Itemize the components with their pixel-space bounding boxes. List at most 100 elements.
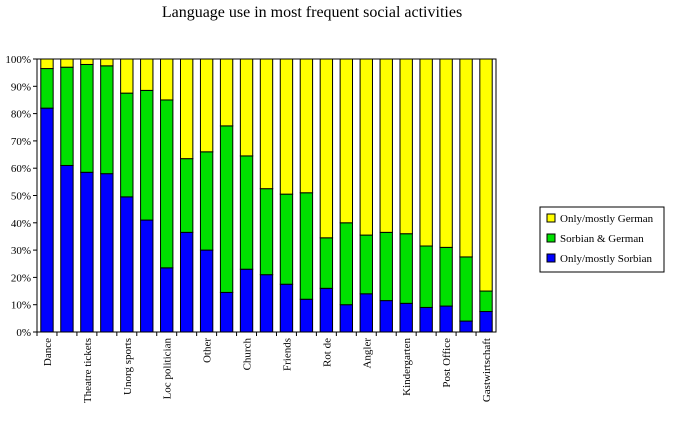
- y-tick-label: 20%: [11, 272, 31, 284]
- y-tick-label: 30%: [11, 245, 31, 257]
- bar-segment: [379, 58, 393, 233]
- bar-segment: [160, 267, 174, 333]
- y-tick-label: 40%: [11, 218, 31, 230]
- bar-segment: [279, 58, 294, 195]
- bar-segment: [239, 155, 254, 270]
- bar-segment: [239, 268, 254, 333]
- bar-segment: [179, 58, 194, 160]
- legend-swatch: [546, 253, 556, 263]
- y-axis: 0% 10% 20% 30% 40% 50% 60% 70% 80% 90% 100%: [5, 54, 37, 339]
- bar-segment: [199, 58, 214, 153]
- bar-segment: [439, 246, 453, 307]
- bar-segment: [379, 300, 393, 333]
- bar-segment: [279, 193, 294, 285]
- bar-segment: [80, 58, 94, 65]
- bar-segment: [479, 290, 493, 313]
- bar-segment: [40, 107, 54, 333]
- bar-segment: [399, 302, 413, 333]
- bar-segment: [120, 58, 134, 94]
- x-tick-label: Rot de: [321, 338, 333, 367]
- bar-segment: [419, 306, 433, 333]
- bar-segment: [40, 58, 54, 70]
- bar-segment: [219, 291, 234, 333]
- bar-segment: [100, 65, 114, 175]
- y-tick-label: 60%: [11, 163, 31, 175]
- legend-label: Only/mostly Sorbian: [560, 253, 652, 265]
- chart-title: Language use in most frequent social act…: [162, 4, 462, 21]
- y-tick-label: 80%: [11, 109, 31, 121]
- x-tick-label: Unorg sports: [122, 338, 134, 395]
- bar-segment: [60, 58, 74, 68]
- bar-segment: [279, 283, 294, 333]
- bar-segment: [299, 58, 314, 194]
- bar-segment: [60, 66, 74, 166]
- bar-segment: [479, 58, 493, 292]
- x-tick-label: Angler: [361, 338, 373, 369]
- x-tick-label: Theatre tickets: [82, 338, 94, 403]
- y-tick-label: 50%: [11, 191, 31, 203]
- y-tick-label: 100%: [5, 54, 31, 66]
- bar-segment: [179, 231, 194, 333]
- x-axis: Dance Theatre tickets Unorg sports Loc poli…: [36, 332, 493, 403]
- x-tick-label: Church: [242, 338, 254, 371]
- y-tick-label: 0%: [16, 327, 31, 339]
- bar-segment: [140, 89, 154, 221]
- x-tick-label: Other: [202, 338, 214, 363]
- bar-segment: [199, 151, 214, 251]
- bar-segment: [439, 58, 453, 248]
- bar-segment: [439, 305, 453, 333]
- y-tick-label: 10%: [11, 300, 31, 312]
- x-tick-label: Friends: [281, 338, 293, 371]
- legend-label: Only/mostly German: [560, 213, 654, 225]
- bar-segment: [219, 125, 234, 293]
- bars: [40, 58, 493, 333]
- bar-segment: [160, 58, 174, 101]
- bar-segment: [299, 192, 314, 300]
- legend-swatch: [546, 233, 556, 243]
- legend-label: Sorbian & German: [560, 233, 644, 245]
- legend-box: [539, 206, 665, 273]
- x-tick-label: Gastwirtschaft: [481, 338, 493, 402]
- bar-segment: [399, 58, 413, 235]
- bar-segment: [399, 233, 413, 304]
- bar-segment: [160, 99, 174, 269]
- x-tick-label: Dance: [42, 338, 54, 366]
- bar-segment: [359, 234, 373, 295]
- bar-segment: [100, 58, 114, 67]
- bar-segment: [259, 188, 274, 276]
- bar-segment: [80, 63, 94, 173]
- legend: Only/mostly German Sorbian & German Only/m…: [539, 206, 665, 273]
- bar-segment: [419, 245, 433, 308]
- bar-segment: [120, 196, 134, 333]
- bar-segment: [140, 219, 154, 333]
- bar-segment: [379, 231, 393, 302]
- y-tick-label: 70%: [11, 136, 31, 148]
- bar-segment: [140, 58, 154, 91]
- bar-segment: [339, 304, 354, 333]
- bar-segment: [219, 58, 234, 127]
- x-tick-label: Post Office: [441, 338, 453, 388]
- bar-segment: [319, 58, 334, 239]
- bar-segment: [40, 68, 54, 109]
- x-tick-label: Loc politician: [162, 338, 174, 400]
- bar-segment: [80, 171, 94, 333]
- bar-segment: [60, 164, 74, 333]
- bar-segment: [179, 158, 194, 233]
- bar-segment: [339, 58, 354, 224]
- y-tick-label: 90%: [11, 81, 31, 93]
- bar-segment: [359, 58, 373, 236]
- bar-segment: [339, 222, 354, 306]
- bar-segment: [319, 287, 334, 333]
- bar-segment: [239, 58, 254, 157]
- bar-segment: [459, 58, 473, 258]
- bar-segment: [100, 173, 114, 333]
- x-tick-label: Kindergarten: [401, 338, 413, 396]
- bar-segment: [120, 92, 134, 198]
- bar-segment: [459, 256, 473, 322]
- bar-segment: [419, 58, 433, 247]
- bar-segment: [259, 58, 274, 190]
- bar-segment: [199, 249, 214, 333]
- bar-segment: [459, 320, 473, 333]
- legend-swatch: [546, 213, 556, 223]
